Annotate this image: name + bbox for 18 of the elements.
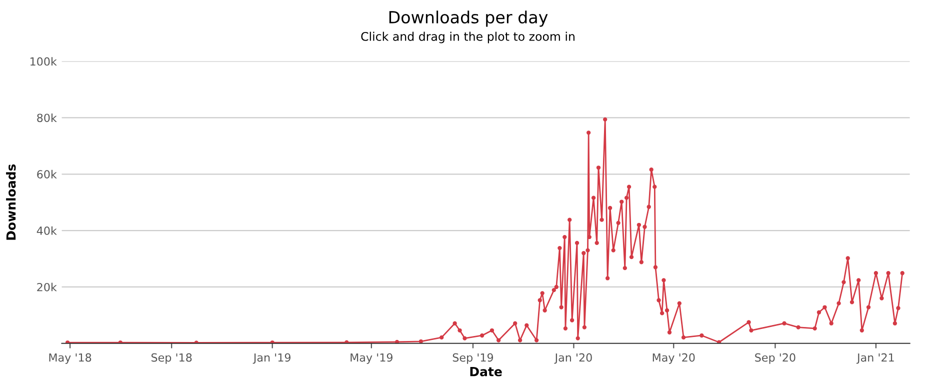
x-tick-label: Sep '20: [755, 353, 796, 364]
x-tick-label: Jan '20: [554, 353, 592, 364]
chart-subtitle: Click and drag in the plot to zoom in: [361, 32, 574, 44]
x-tick-label: Jan '21: [856, 353, 894, 364]
x-tick-label: Jan '19: [252, 353, 290, 364]
y-axis-title: Downloads: [6, 164, 16, 240]
y-tick-label: 20k: [37, 282, 57, 292]
x-tick-label: May '19: [350, 353, 392, 364]
y-tick-label: 100k: [30, 57, 57, 66]
x-axis-title: Date: [470, 367, 502, 376]
x-tick-label: Sep '19: [452, 353, 494, 364]
y-tick-label: 60k: [37, 170, 57, 179]
x-tick-label: Sep '18: [151, 353, 192, 364]
x-tick-label: May '18: [49, 353, 92, 364]
chart-title: Downloads per day: [389, 10, 548, 27]
x-tick-label: May '20: [652, 353, 695, 364]
y-tick-label: 80k: [37, 114, 57, 122]
y-tick-label: 40k: [36, 226, 57, 235]
